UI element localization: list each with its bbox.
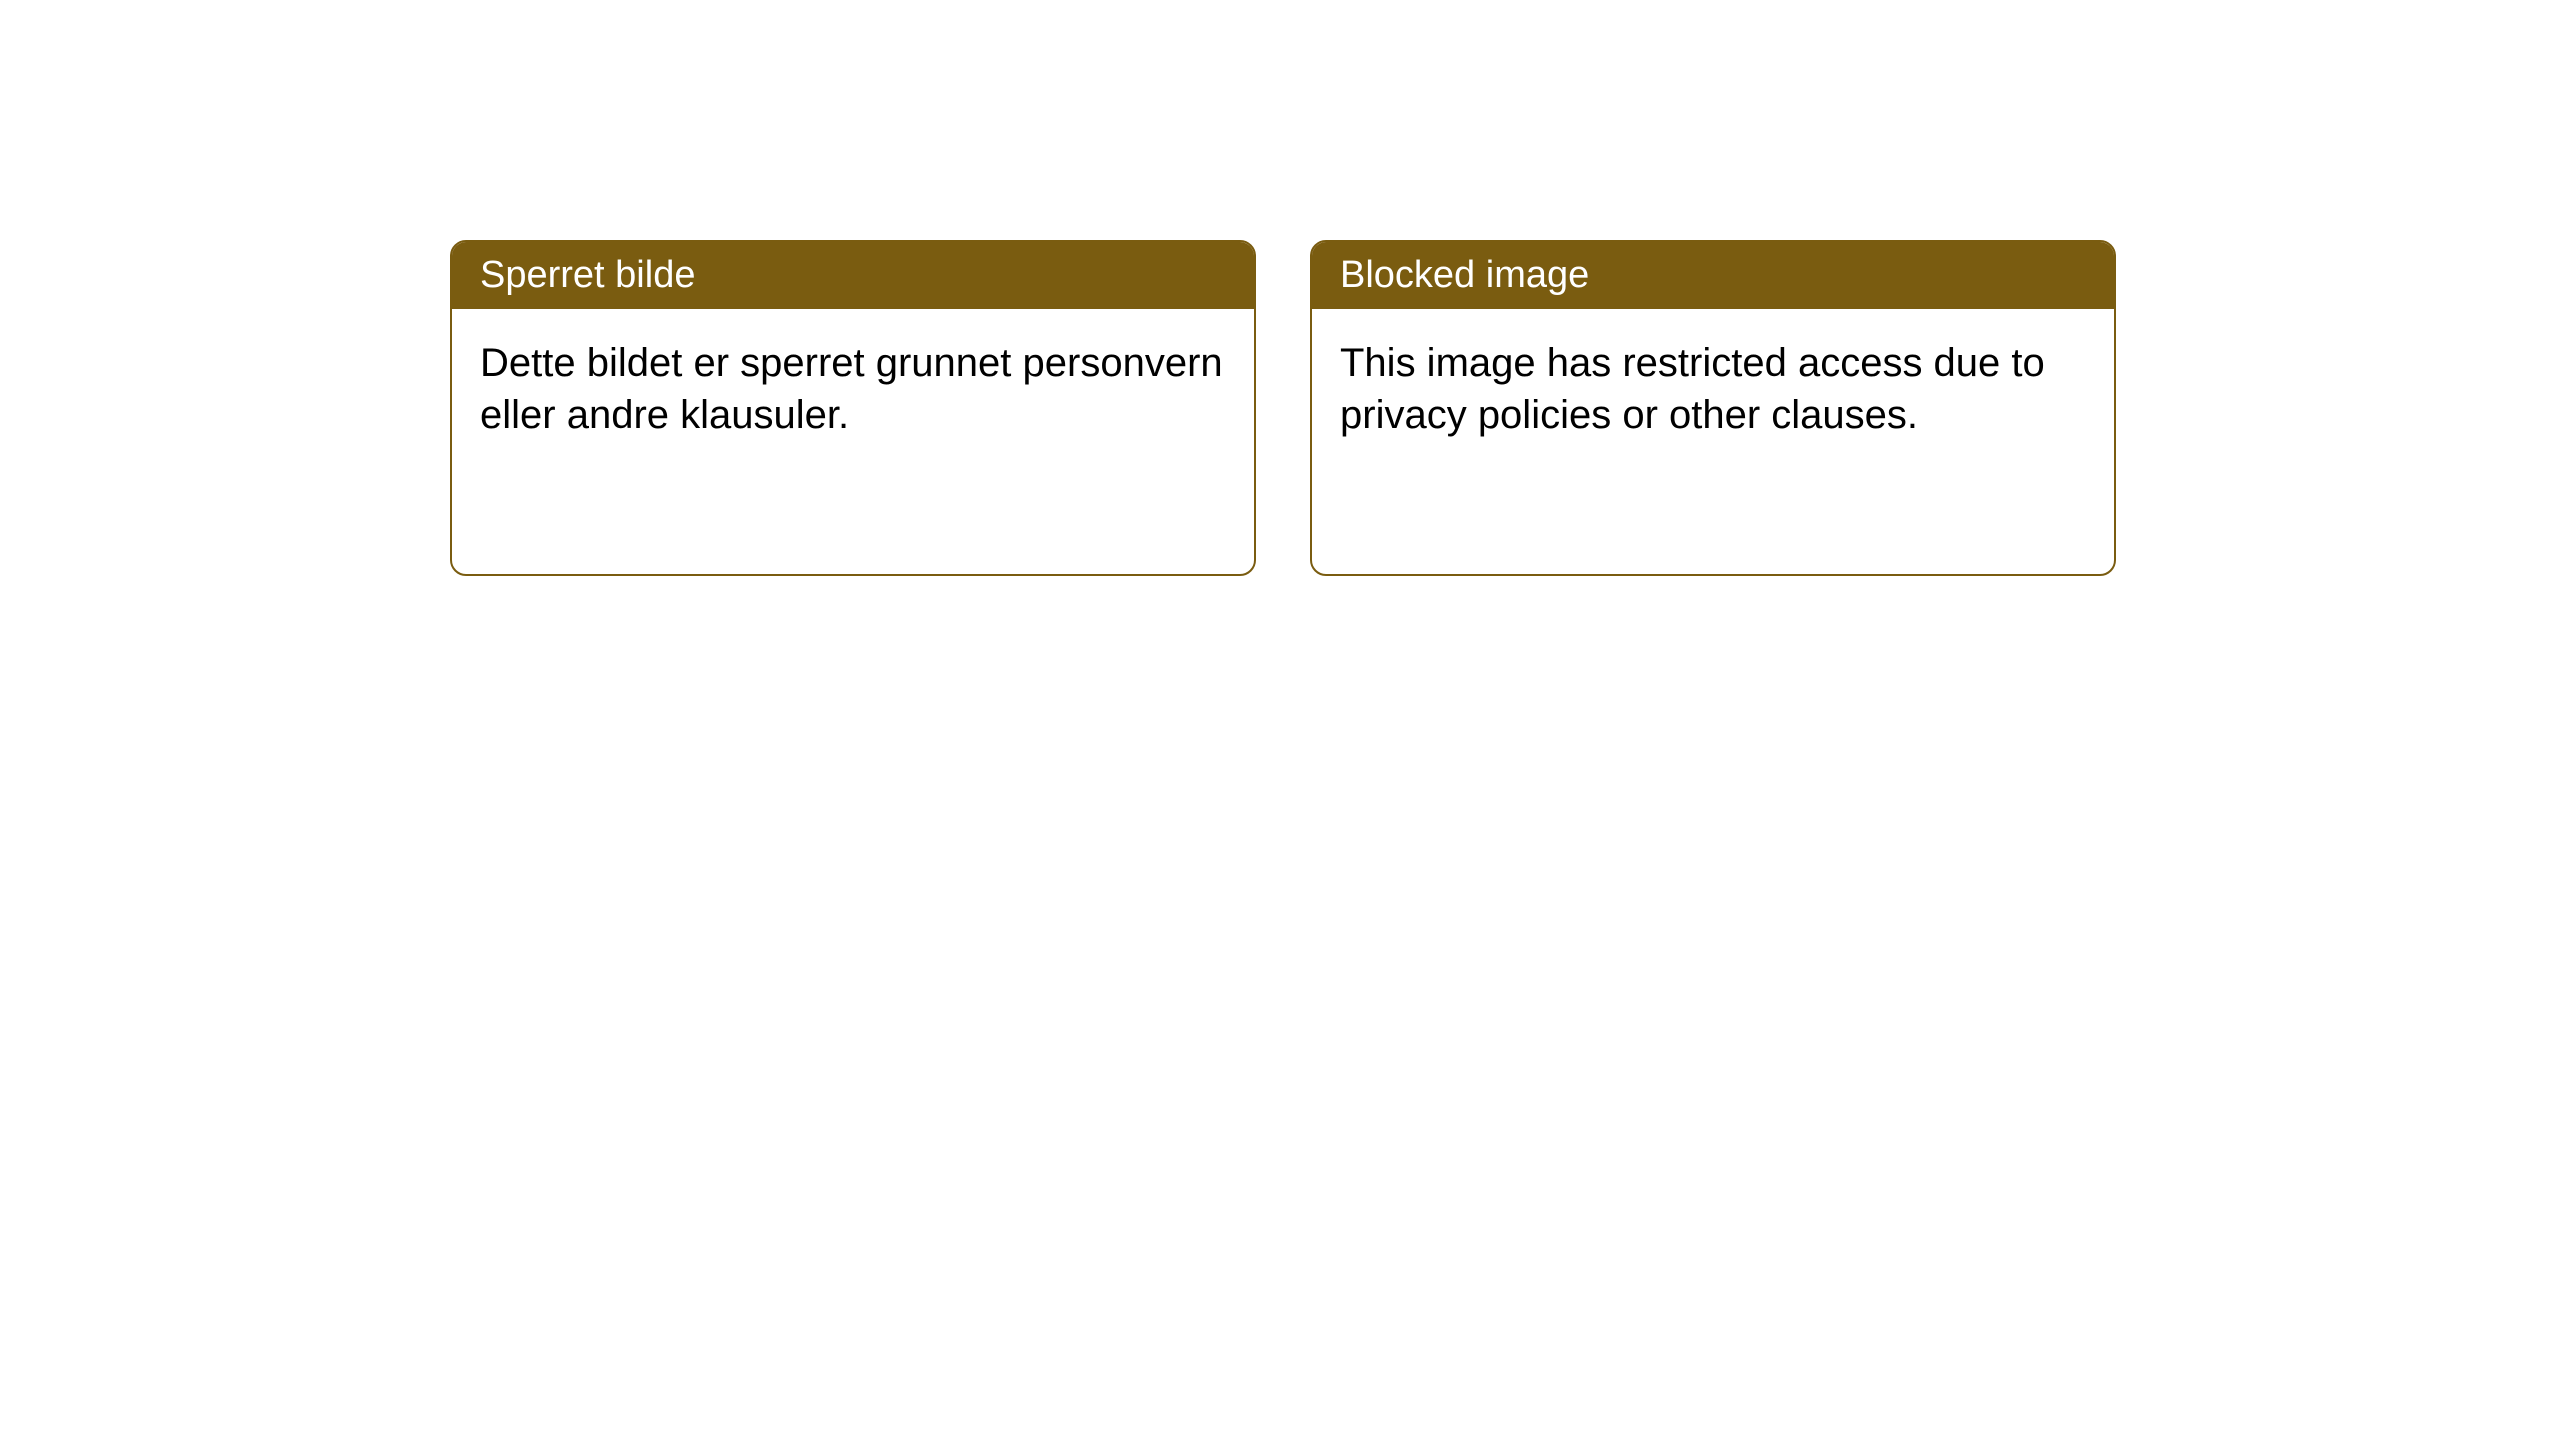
- panel-body-english: This image has restricted access due to …: [1312, 309, 2114, 469]
- panel-header-english: Blocked image: [1312, 242, 2114, 309]
- panel-english: Blocked image This image has restricted …: [1310, 240, 2116, 576]
- panel-container: Sperret bilde Dette bildet er sperret gr…: [450, 240, 2116, 576]
- panel-norwegian: Sperret bilde Dette bildet er sperret gr…: [450, 240, 1256, 576]
- panel-header-norwegian: Sperret bilde: [452, 242, 1254, 309]
- panel-body-norwegian: Dette bildet er sperret grunnet personve…: [452, 309, 1254, 469]
